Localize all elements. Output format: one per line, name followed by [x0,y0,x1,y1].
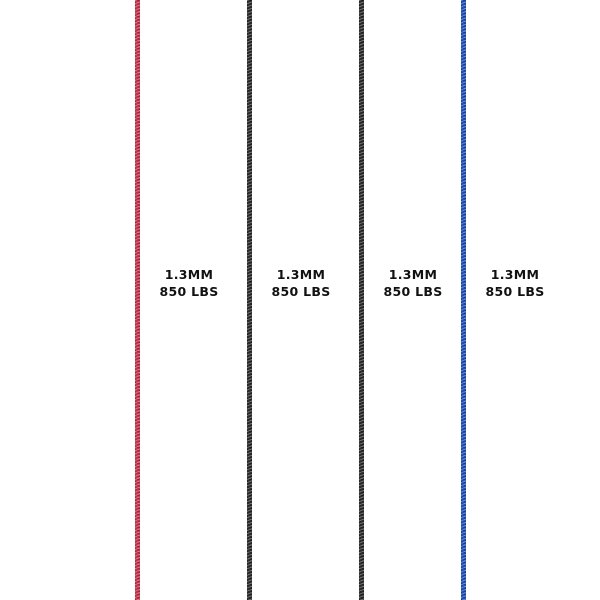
cord-spec-label: 1.3MM 850 LBS [470,266,560,300]
cord-spec-label: 1.3MM 850 LBS [368,266,458,300]
diameter-text: 1.3MM [490,267,540,282]
cord-spec-label: 1.3MM 850 LBS [144,266,234,300]
diameter-text: 1.3MM [276,267,326,282]
cord-spec-label: 1.3MM 850 LBS [256,266,346,300]
strength-text: 850 LBS [271,284,331,299]
strength-text: 850 LBS [159,284,219,299]
strength-text: 850 LBS [485,284,545,299]
diameter-text: 1.3MM [164,267,214,282]
diameter-text: 1.3MM [388,267,438,282]
black-cord [247,0,252,600]
red-cord [135,0,140,600]
strength-text: 850 LBS [383,284,443,299]
black-cord [359,0,364,600]
blue-cord [461,0,466,600]
